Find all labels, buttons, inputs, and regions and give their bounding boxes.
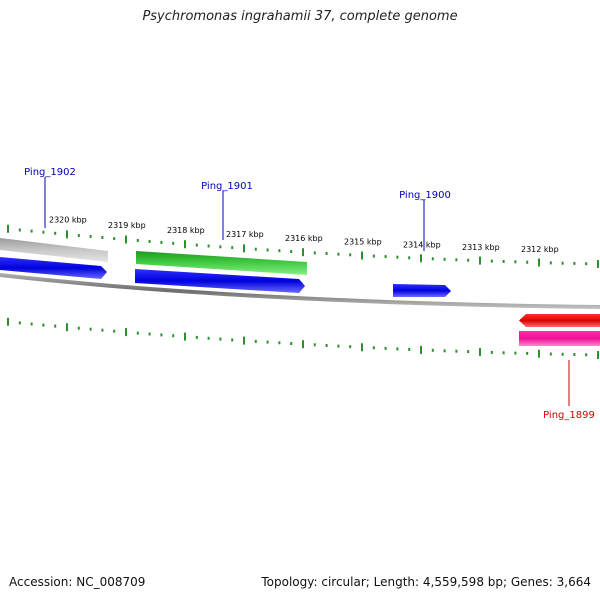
scale-label: 2319 kbp <box>108 221 146 230</box>
scale-ticks-inner <box>7 317 599 359</box>
feature-pink-reverse <box>519 331 600 346</box>
gene-arrow-ping-1900[interactable] <box>393 284 451 297</box>
scale-label: 2317 kbp <box>226 230 264 239</box>
gene-label-ping-1900[interactable]: Ping_1900 <box>399 190 451 201</box>
scale-label: 2314 kbp <box>403 241 441 250</box>
feature-red-reverse <box>519 314 600 327</box>
genome-title: Psychromonas ingrahamii 37, complete gen… <box>142 9 458 24</box>
scale-label: 2315 kbp <box>344 238 382 247</box>
scale-tick-labels: 2320 kbp 2319 kbp 2318 kbp 2317 kbp 2316 kbp… <box>49 216 559 254</box>
gene-label-ping-1901[interactable]: Ping_1901 <box>201 181 253 192</box>
accession-text: Accession: NC_008709 <box>9 575 146 589</box>
gene-arrow-ping-1901[interactable] <box>135 269 305 293</box>
scale-label: 2320 kbp <box>49 216 87 225</box>
scale-label: 2312 kbp <box>521 245 559 254</box>
scale-label: 2318 kbp <box>167 226 205 235</box>
gene-label-ping-1899[interactable]: Ping_1899 <box>543 410 595 421</box>
genome-backbone <box>0 273 600 309</box>
gene-label-ping-1902[interactable]: Ping_1902 <box>24 167 76 178</box>
scale-label: 2316 kbp <box>285 234 323 243</box>
genome-summary-text: Topology: circular; Length: 4,559,598 bp… <box>261 575 591 589</box>
feature-grey-forward <box>0 238 108 262</box>
scale-label: 2313 kbp <box>462 243 500 252</box>
scale-ticks-outer <box>7 224 599 268</box>
feature-green-forward <box>136 251 307 275</box>
gene-arrow-ping-1902[interactable] <box>0 257 107 279</box>
